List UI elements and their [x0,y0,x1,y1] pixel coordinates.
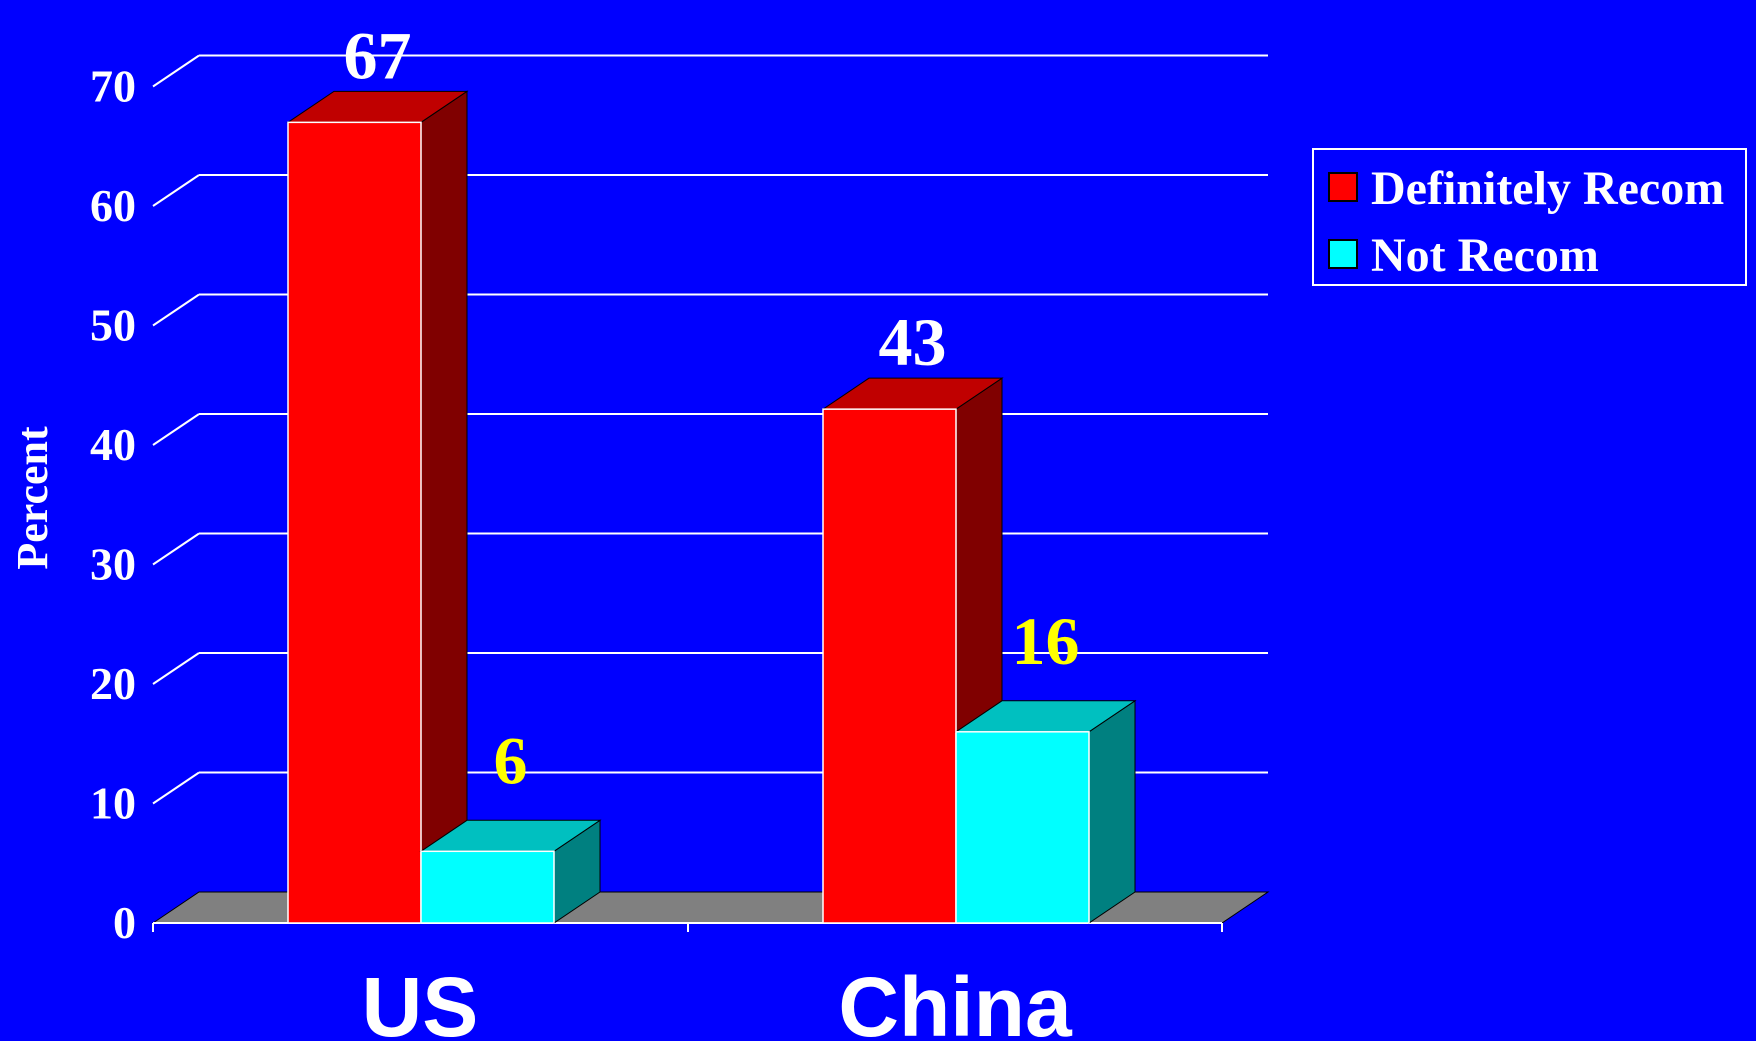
gridline-side [152,54,200,88]
y-tick-label: 30 [90,539,136,590]
legend-swatch-not-recom [1328,239,1358,269]
legend-label-not-recom: Not Recom [1371,229,1599,282]
legend-swatch-definitely-recom [1328,172,1358,202]
gridline-side [152,652,200,685]
category-label-us: US [362,960,479,1041]
bar-not-recom-us [420,850,555,924]
legend-label-definitely-recom: Definitely Recom [1371,162,1724,215]
gridline-side [152,413,200,446]
y-tick-label: 70 [90,61,136,112]
bars [286,90,1137,924]
y-tick-label: 10 [90,778,136,829]
gridline-side [152,532,200,566]
gridline-side [152,771,200,805]
gridline-side [152,293,200,327]
y-tick-label: 20 [90,658,136,709]
category-labels: US China [362,960,1073,1041]
gridline-side [152,174,200,207]
y-tick-label: 60 [90,180,136,231]
bar-definitely-recom-us [287,121,422,924]
data-labels: 67 6 43 16 [344,17,1080,798]
y-tick-label: 0 [113,897,136,948]
y-tick-label: 50 [90,300,136,351]
bar-not-recom-china [955,731,1090,924]
y-tick-labels: 0 10 20 30 40 50 60 70 [90,61,136,949]
data-label-not-recom-china: 16 [1012,603,1080,679]
category-label-china: China [838,960,1073,1041]
legend-box [1312,148,1747,286]
y-tick-label: 40 [90,419,136,470]
data-label-not-recom-us: 6 [494,722,528,798]
bar-side-not-recom-china [1088,699,1136,924]
bar-definitely-recom-china [822,408,957,924]
y-axis-label: Percent [8,426,57,570]
data-label-definitely-recom-us: 67 [344,17,412,93]
data-label-definitely-recom-china: 43 [879,304,947,380]
bar-side-definitely-recom-us [420,90,468,924]
axes [152,922,1223,932]
legend: Definitely Recom Not Recom [1312,148,1747,286]
